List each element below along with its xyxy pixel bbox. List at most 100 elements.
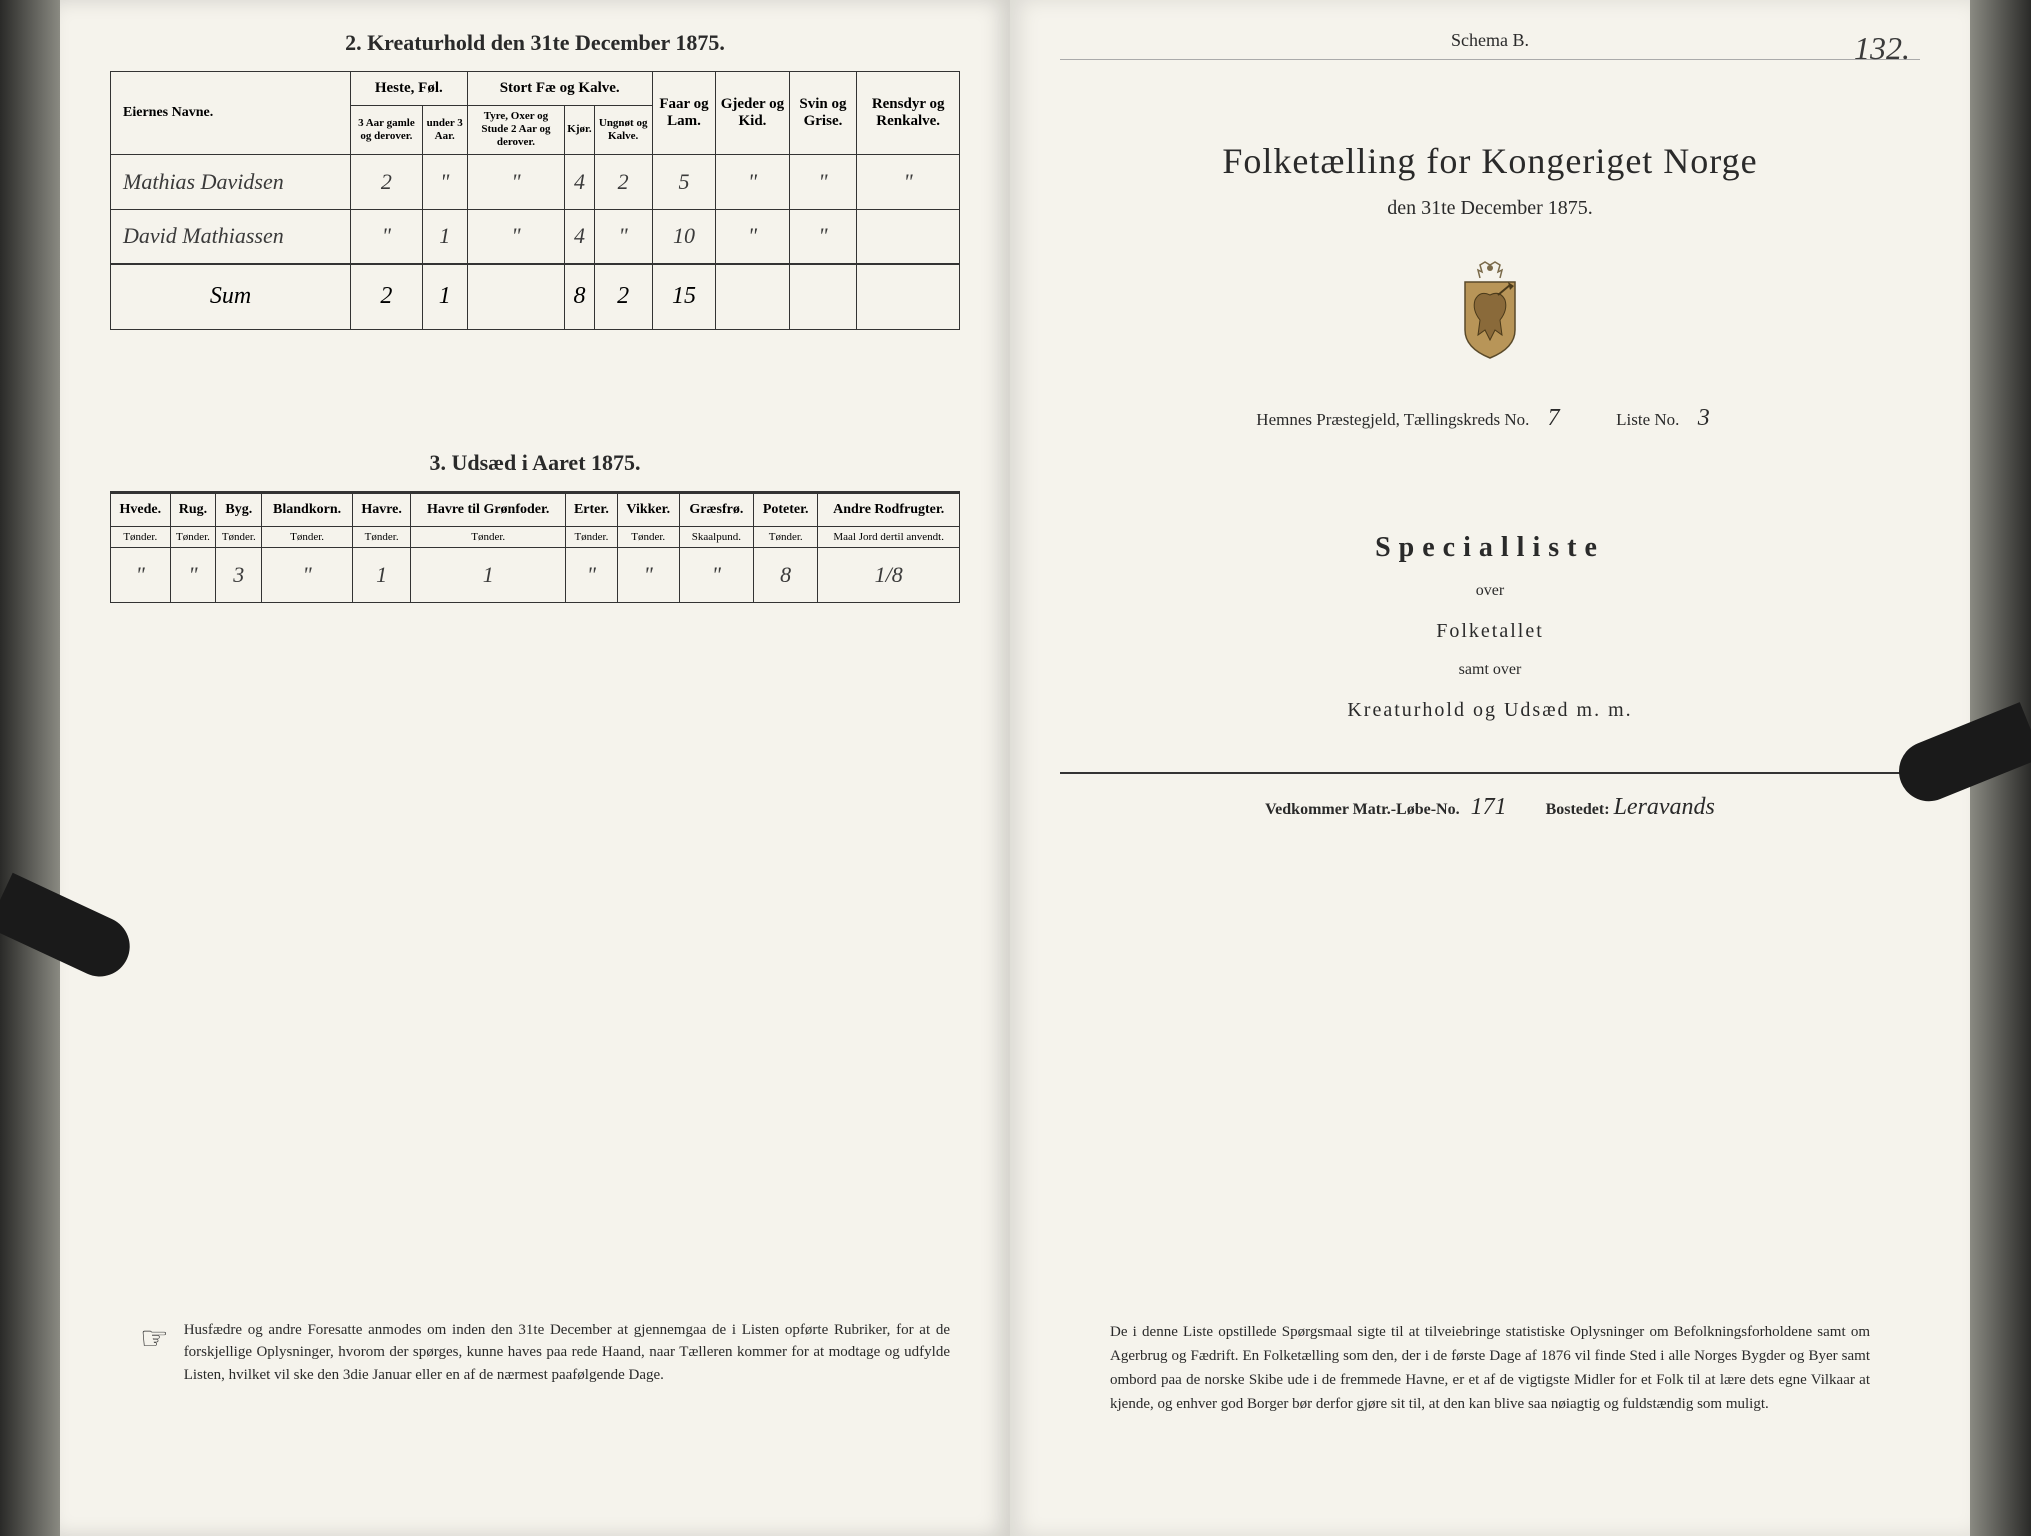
kreaturhold-sum: Sum 2 1 8 2 15	[111, 264, 960, 329]
cell: 3	[216, 547, 262, 602]
kreaturhold-table: Eiernes Navne. Heste, Føl. Stort Fæ og K…	[110, 71, 960, 330]
cell	[857, 209, 960, 264]
cell: "	[679, 547, 753, 602]
matr-label: Vedkommer Matr.-Løbe-No.	[1265, 801, 1464, 818]
footer-left: ☞ Husfædre og andre Foresatte anmodes om…	[140, 1319, 950, 1387]
cell: "	[789, 209, 857, 264]
liste-no: 3	[1684, 405, 1724, 432]
coat-of-arms-icon	[1060, 260, 1920, 365]
unit: Tønder.	[753, 526, 817, 547]
parish-prefix: Hemnes	[1256, 410, 1312, 429]
cell: "	[467, 154, 565, 209]
cell: 1/8	[818, 547, 960, 602]
cell: 15	[652, 264, 716, 329]
cell: 5	[652, 154, 716, 209]
th-udsaed: Hvede.	[111, 492, 171, 526]
cell	[716, 264, 789, 329]
cell: "	[716, 209, 789, 264]
th-udsaed: Erter.	[566, 492, 618, 526]
cell: 1	[422, 209, 467, 264]
over-label: over	[1060, 582, 1920, 600]
section2-title: 2. Kreaturhold den 31te December 1875.	[110, 30, 960, 56]
section3-title: 3. Udsæd i Aaret 1875.	[110, 450, 960, 476]
cell-sum-label: Sum	[111, 264, 351, 329]
census-date: den 31te December 1875.	[1060, 197, 1920, 220]
th-hunder: under 3 Aar.	[422, 106, 467, 155]
unit: Skaalpund.	[679, 526, 753, 547]
matr-no: 171	[1464, 794, 1514, 821]
cell	[789, 264, 857, 329]
book-spread: 2. Kreaturhold den 31te December 1875. E…	[0, 0, 2031, 1536]
th-udsaed: Blandkorn.	[262, 492, 353, 526]
unit: Tønder.	[411, 526, 566, 547]
th-heste: Heste, Føl.	[351, 72, 468, 106]
schema-label: Schema B.	[1060, 30, 1920, 60]
specialliste-heading: Specialliste	[1060, 532, 1920, 564]
cell: 2	[594, 154, 652, 209]
cell: 1	[422, 264, 467, 329]
bostedet-value: Leravands	[1614, 794, 1715, 821]
cell: 2	[594, 264, 652, 329]
pointing-hand-icon: ☞	[140, 1319, 169, 1387]
unit: Tønder.	[111, 526, 171, 547]
th-h3aar: 3 Aar gamle og derover.	[351, 106, 423, 155]
unit: Maal Jord dertil anvendt.	[818, 526, 960, 547]
unit: Tønder.	[352, 526, 410, 547]
udsaed-row: " " 3 " 1 1 " " " 8 1/8	[111, 547, 960, 602]
cell: "	[467, 209, 565, 264]
unit: Tønder.	[566, 526, 618, 547]
census-title: Folketælling for Kongeriget Norge	[1060, 140, 1920, 182]
th-udsaed: Havre.	[352, 492, 410, 526]
cell: "	[262, 547, 353, 602]
footer-right-text: De i denne Liste opstillede Spørgsmaal s…	[1110, 1320, 1870, 1416]
th-kjor: Kjør.	[565, 106, 594, 155]
kreaturhold-row-1: David Mathiassen " 1 " 4 " 10 " "	[111, 209, 960, 264]
cell: "	[111, 547, 171, 602]
bostedet-label: Bostedet:	[1546, 801, 1614, 818]
folketallet-label: Folketallet	[1060, 620, 1920, 643]
cell: 2	[351, 154, 423, 209]
cell: 2	[351, 264, 423, 329]
udsaed-table: Hvede. Rug. Byg. Blandkorn. Havre. Havre…	[110, 491, 960, 603]
unit: Tønder.	[170, 526, 216, 547]
cell: "	[170, 547, 216, 602]
cell: "	[566, 547, 618, 602]
matr-line: Vedkommer Matr.-Løbe-No. 171 Bostedet: L…	[1060, 772, 1920, 821]
kreaturhold-label: Kreaturhold og Udsæd m. m.	[1060, 699, 1920, 722]
th-faar: Faar og Lam.	[652, 72, 716, 155]
parish-label: Præstegjeld, Tællingskreds No.	[1312, 410, 1534, 429]
kreaturhold-row-0: Mathias Davidsen 2 " " 4 2 5 " " "	[111, 154, 960, 209]
th-udsaed: Rug.	[170, 492, 216, 526]
cell: 10	[652, 209, 716, 264]
unit: Tønder.	[262, 526, 353, 547]
th-rensdyr: Rensdyr og Renkalve.	[857, 72, 960, 155]
cell: "	[789, 154, 857, 209]
th-udsaed: Vikker.	[617, 492, 679, 526]
th-udsaed: Byg.	[216, 492, 262, 526]
th-stortfae: Stort Fæ og Kalve.	[467, 72, 652, 106]
cell: 1	[352, 547, 410, 602]
cell: 4	[565, 154, 594, 209]
cell	[857, 264, 960, 329]
cell	[467, 264, 565, 329]
samt-over-label: samt over	[1060, 661, 1920, 679]
th-ungnot: Ungnøt og Kalve.	[594, 106, 652, 155]
parish-line: Hemnes Præstegjeld, Tællingskreds No. 7 …	[1060, 405, 1920, 432]
th-svin: Svin og Grise.	[789, 72, 857, 155]
th-owner: Eiernes Navne.	[111, 72, 351, 155]
right-page: Schema B. 132. Folketælling for Kongerig…	[1010, 0, 1970, 1536]
cell: "	[716, 154, 789, 209]
cell: "	[594, 209, 652, 264]
cell: 8	[753, 547, 817, 602]
th-udsaed: Græsfrø.	[679, 492, 753, 526]
cell: 4	[565, 209, 594, 264]
th-tyre: Tyre, Oxer og Stude 2 Aar og derover.	[467, 106, 565, 155]
footer-left-text: Husfædre og andre Foresatte anmodes om i…	[184, 1319, 950, 1387]
th-udsaed: Havre til Grønfoder.	[411, 492, 566, 526]
unit: Tønder.	[216, 526, 262, 547]
cell: "	[351, 209, 423, 264]
cell: 8	[565, 264, 594, 329]
th-udsaed: Poteter.	[753, 492, 817, 526]
cell: "	[617, 547, 679, 602]
th-udsaed: Andre Rodfrugter.	[818, 492, 960, 526]
